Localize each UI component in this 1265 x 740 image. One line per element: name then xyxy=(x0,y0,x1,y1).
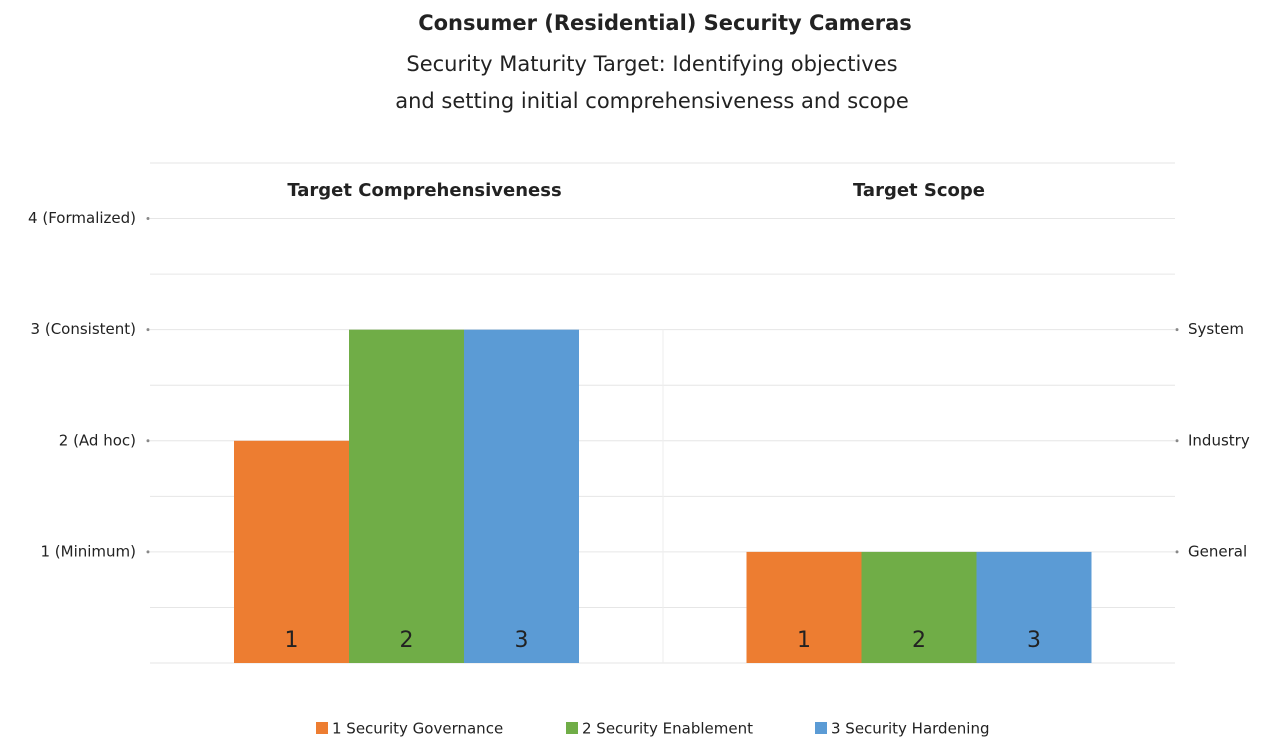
y2-tick-mark xyxy=(1175,550,1179,554)
chart-subtitle: and setting initial comprehensiveness an… xyxy=(395,89,909,113)
y2-tick-label: Industry xyxy=(1188,431,1250,449)
bar xyxy=(976,551,1092,663)
y2-tick-mark xyxy=(1175,328,1179,332)
y-tick-label: 3 (Consistent) xyxy=(31,320,136,338)
bar-label: 3 xyxy=(1027,628,1041,653)
y-tick-label: 1 (Minimum) xyxy=(40,542,136,560)
y2-tick-label: General xyxy=(1188,542,1247,560)
panel-title: Target Comprehensiveness xyxy=(287,180,561,201)
bar xyxy=(746,551,862,663)
legend-label: 1 Security Governance xyxy=(332,720,503,738)
y-tick-mark xyxy=(146,328,150,332)
panel-title: Target Scope xyxy=(853,180,985,201)
chart-title: Consumer (Residential) Security Cameras xyxy=(418,11,912,35)
bar xyxy=(464,329,579,663)
y-tick-mark xyxy=(146,439,150,443)
legend-swatch xyxy=(815,722,827,734)
bar-label: 2 xyxy=(400,628,414,653)
chart-subtitle: Security Maturity Target: Identifying ob… xyxy=(406,52,897,76)
y-tick-mark xyxy=(146,217,150,221)
y-tick-label: 4 (Formalized) xyxy=(28,209,136,227)
legend-swatch xyxy=(566,722,578,734)
y2-tick-label: System xyxy=(1188,320,1244,338)
y2-tick-mark xyxy=(1175,439,1179,443)
bar-label: 3 xyxy=(515,628,529,653)
legend-swatch xyxy=(316,722,328,734)
bar-label: 1 xyxy=(797,628,811,653)
legend-label: 2 Security Enablement xyxy=(582,720,753,738)
bar-label: 1 xyxy=(285,628,299,653)
bar xyxy=(861,551,977,663)
bar-label: 2 xyxy=(912,628,926,653)
legend-label: 3 Security Hardening xyxy=(831,720,990,738)
y-tick-label: 2 (Ad hoc) xyxy=(59,431,136,449)
bar xyxy=(234,440,349,663)
y-tick-mark xyxy=(146,550,150,554)
bar xyxy=(349,329,464,663)
